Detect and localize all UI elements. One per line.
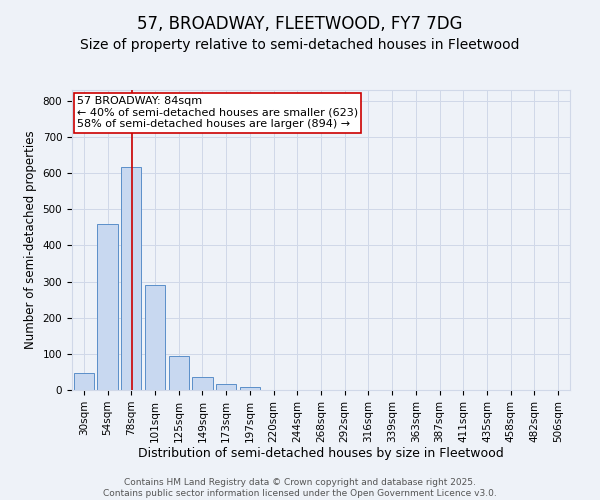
Bar <box>121 167 142 390</box>
Y-axis label: Number of semi-detached properties: Number of semi-detached properties <box>24 130 37 350</box>
Text: Contains HM Land Registry data © Crown copyright and database right 2025.
Contai: Contains HM Land Registry data © Crown c… <box>103 478 497 498</box>
Bar <box>193 378 212 390</box>
Bar <box>145 285 165 390</box>
Text: Size of property relative to semi-detached houses in Fleetwood: Size of property relative to semi-detach… <box>80 38 520 52</box>
Bar <box>240 387 260 390</box>
Bar <box>216 384 236 390</box>
Text: 57 BROADWAY: 84sqm
← 40% of semi-detached houses are smaller (623)
58% of semi-d: 57 BROADWAY: 84sqm ← 40% of semi-detache… <box>77 96 358 129</box>
Bar <box>169 356 189 390</box>
X-axis label: Distribution of semi-detached houses by size in Fleetwood: Distribution of semi-detached houses by … <box>138 448 504 460</box>
Bar <box>97 224 118 390</box>
Text: 57, BROADWAY, FLEETWOOD, FY7 7DG: 57, BROADWAY, FLEETWOOD, FY7 7DG <box>137 15 463 33</box>
Bar <box>74 374 94 390</box>
